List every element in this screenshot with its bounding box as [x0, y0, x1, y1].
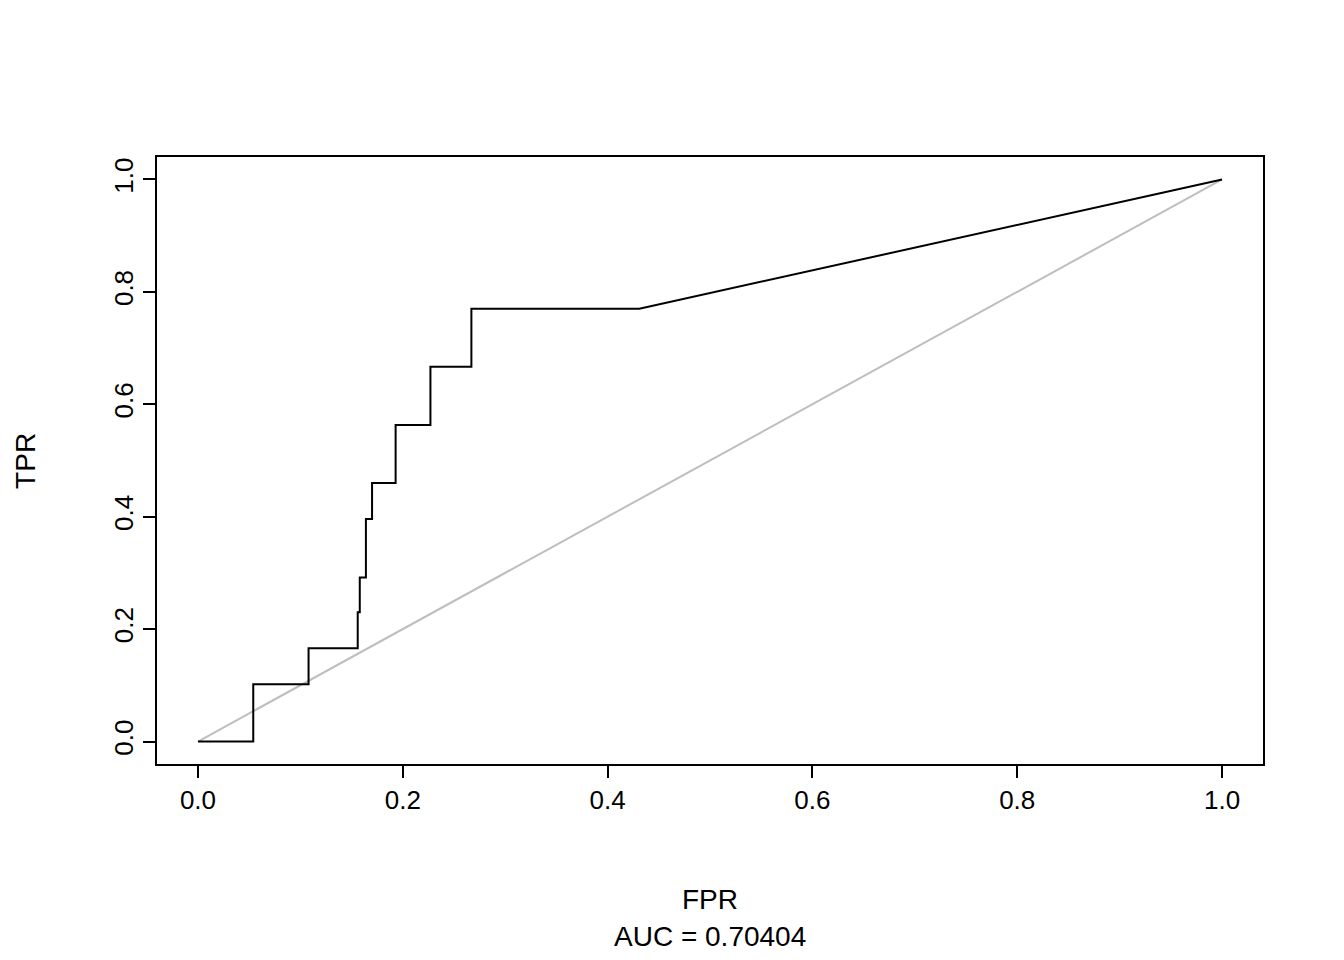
svg-text:0.8: 0.8	[999, 785, 1035, 815]
svg-text:0.6: 0.6	[109, 382, 139, 418]
svg-text:0.6: 0.6	[794, 785, 830, 815]
svg-text:0.2: 0.2	[109, 607, 139, 643]
svg-text:AUC = 0.70404: AUC = 0.70404	[614, 921, 806, 952]
svg-text:0.0: 0.0	[180, 785, 216, 815]
svg-text:FPR: FPR	[682, 884, 738, 915]
svg-text:0.4: 0.4	[590, 785, 626, 815]
svg-text:1.0: 1.0	[1204, 785, 1240, 815]
svg-text:0.4: 0.4	[109, 495, 139, 531]
svg-text:0.2: 0.2	[385, 785, 421, 815]
svg-text:TPR: TPR	[10, 433, 41, 489]
svg-text:1.0: 1.0	[109, 158, 139, 194]
svg-text:0.8: 0.8	[109, 270, 139, 306]
svg-text:0.0: 0.0	[109, 720, 139, 756]
